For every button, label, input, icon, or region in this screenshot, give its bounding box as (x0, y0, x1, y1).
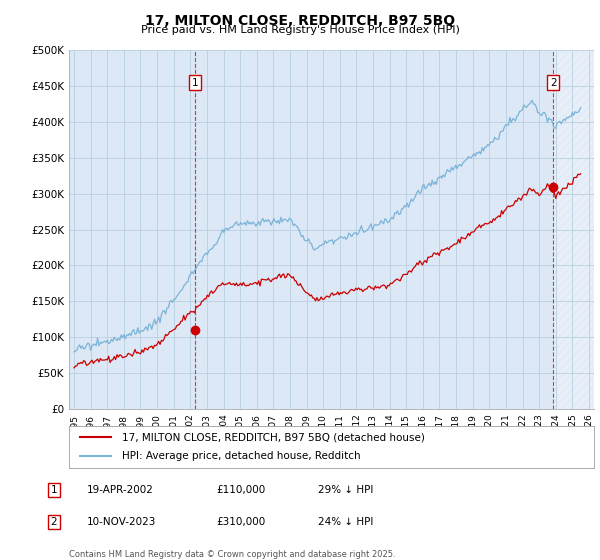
Text: 1: 1 (192, 78, 199, 88)
Text: 17, MILTON CLOSE, REDDITCH, B97 5BQ: 17, MILTON CLOSE, REDDITCH, B97 5BQ (145, 14, 455, 28)
Text: Contains HM Land Registry data © Crown copyright and database right 2025.
This d: Contains HM Land Registry data © Crown c… (69, 550, 395, 560)
Text: Price paid vs. HM Land Registry's House Price Index (HPI): Price paid vs. HM Land Registry's House … (140, 25, 460, 35)
Text: 2: 2 (50, 517, 58, 527)
Text: 17, MILTON CLOSE, REDDITCH, B97 5BQ (detached house): 17, MILTON CLOSE, REDDITCH, B97 5BQ (det… (121, 432, 424, 442)
Text: £310,000: £310,000 (216, 517, 265, 527)
Bar (553, 50, 594, 409)
Text: 1: 1 (50, 485, 58, 495)
Text: 29% ↓ HPI: 29% ↓ HPI (318, 485, 373, 495)
Text: 19-APR-2002: 19-APR-2002 (87, 485, 154, 495)
Text: 10-NOV-2023: 10-NOV-2023 (87, 517, 157, 527)
Text: 24% ↓ HPI: 24% ↓ HPI (318, 517, 373, 527)
Text: £110,000: £110,000 (216, 485, 265, 495)
Text: 2: 2 (550, 78, 557, 88)
Text: HPI: Average price, detached house, Redditch: HPI: Average price, detached house, Redd… (121, 451, 360, 461)
